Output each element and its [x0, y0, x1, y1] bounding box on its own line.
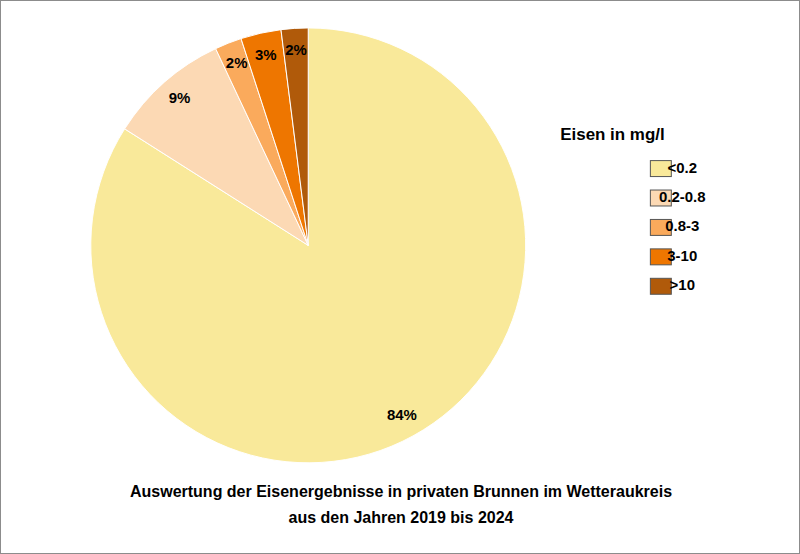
html-text:Auswertung der Eisenergebnisse: Auswertung der Eisenergebnisse in privat… — [130, 483, 672, 526]
svg-text:3-10: 3-10 — [667, 247, 697, 264]
svg-text:3%: 3% — [255, 46, 277, 63]
svg-text:Eisen in mg/l: Eisen in mg/l — [560, 125, 664, 144]
svg-text:2%: 2% — [226, 54, 248, 71]
svg-text:0.2-0.8: 0.2-0.8 — [659, 188, 706, 205]
svg-text:0.8-3: 0.8-3 — [665, 217, 699, 234]
svg-text:2%: 2% — [285, 41, 307, 58]
svg-text:84%: 84% — [387, 406, 417, 423]
svg-text:<0.2: <0.2 — [668, 159, 698, 176]
svg-text:>10: >10 — [670, 276, 695, 293]
svg-text:9%: 9% — [169, 89, 191, 106]
